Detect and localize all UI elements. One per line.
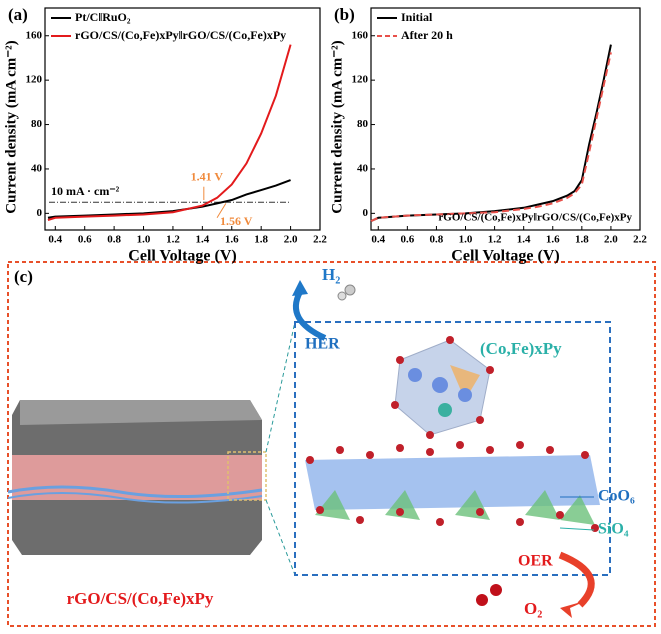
legend-label: rGO/CS/(Co,Fe)xPy‖rGO/CS/(Co,Fe)xPy — [75, 28, 286, 42]
x-tick-label: 2.0 — [604, 234, 618, 246]
h2-molecule — [344, 284, 356, 296]
legend-label: Pt/C‖RuO₂ — [75, 10, 131, 24]
y-axis-label: Current density (mA cm⁻²) — [329, 40, 345, 213]
panel-label: (a) — [8, 5, 28, 24]
annotation: rGO/CS/(Co,Fe)xPy‖rGO/CS/(Co,Fe)xPy — [438, 212, 632, 224]
material-label: rGO/CS/(Co,Fe)xPy — [67, 589, 214, 608]
x-tick-label: 1.0 — [137, 234, 151, 246]
x-tick-label: 0.6 — [78, 234, 92, 246]
series-line — [47, 44, 292, 221]
panel-frame — [7, 261, 656, 627]
compound-label: (Co,Fe)xPy — [480, 339, 562, 358]
o2-molecule — [490, 584, 502, 596]
x-tick-label: 0.4 — [48, 234, 62, 246]
x-axis-label: Cell Voltage (V) — [451, 248, 559, 265]
oer-arrowhead — [560, 600, 588, 618]
x-tick-label: 1.4 — [517, 234, 531, 246]
y-tick-label: 80 — [357, 118, 369, 130]
o2-molecule — [476, 594, 488, 606]
y-tick-label: 160 — [26, 29, 43, 41]
y-tick-label: 40 — [357, 162, 369, 174]
series-line — [370, 44, 612, 223]
y-tick-label: 0 — [363, 207, 369, 219]
x-tick-label: 1.4 — [195, 234, 209, 246]
her-arrowhead — [292, 280, 308, 296]
her-arrow — [293, 290, 327, 341]
oer-label: OER — [518, 553, 553, 570]
x-tick-label: 1.2 — [166, 234, 180, 246]
legend-label: Initial — [401, 10, 433, 24]
pointer — [559, 527, 595, 531]
x-tick-label: 2.2 — [633, 234, 647, 246]
y-tick-label: 160 — [352, 29, 369, 41]
sio4-label: SiO₄ — [598, 521, 629, 538]
y-tick-label: 40 — [31, 162, 43, 174]
crystal-cluster — [391, 336, 494, 439]
x-tick-label: 0.8 — [107, 234, 121, 246]
y-tick-label: 0 — [37, 207, 43, 219]
y-tick-label: 120 — [352, 74, 369, 86]
x-tick-label: 1.8 — [575, 234, 589, 246]
her-label: HER — [305, 336, 340, 353]
structure-box — [294, 321, 611, 576]
x-tick-label: 1.8 — [254, 234, 268, 246]
y-tick-label: 120 — [26, 74, 43, 86]
coo6-label: CoO₆ — [598, 488, 635, 505]
plot-frame — [370, 7, 641, 231]
x-tick-label: 1.2 — [488, 234, 502, 246]
x-tick-label: 0.6 — [400, 234, 414, 246]
x-axis-label: Cell Voltage (V) — [128, 248, 236, 265]
h2-label: H₂ — [322, 265, 340, 284]
h2-molecule — [337, 291, 347, 301]
x-tick-label: 0.4 — [371, 234, 385, 246]
y-axis-label: Current density (mA cm⁻²) — [3, 40, 19, 213]
series-line — [47, 179, 291, 219]
panel-label: (c) — [14, 267, 33, 286]
annotation: 1.56 V — [220, 214, 253, 228]
plot-frame — [44, 7, 321, 231]
x-tick-label: 2.0 — [284, 234, 298, 246]
y-tick-label: 80 — [31, 118, 43, 130]
o2-label: O₂ — [524, 599, 542, 618]
legend-label: After 20 h — [401, 28, 453, 42]
oer-arrow — [558, 551, 595, 608]
annotation-pointer — [216, 203, 227, 219]
panel-label: (b) — [334, 5, 355, 24]
x-tick-label: 1.6 — [225, 234, 239, 246]
annotation: 1.41 V — [191, 170, 224, 184]
reference-label: 10 mA · cm⁻² — [51, 184, 120, 198]
series-line — [370, 52, 612, 223]
material-block — [7, 321, 296, 576]
x-tick-label: 1.6 — [546, 234, 560, 246]
crystal-layer — [305, 441, 600, 532]
x-tick-label: 1.0 — [459, 234, 473, 246]
x-tick-label: 2.2 — [313, 234, 327, 246]
x-tick-label: 0.8 — [430, 234, 444, 246]
